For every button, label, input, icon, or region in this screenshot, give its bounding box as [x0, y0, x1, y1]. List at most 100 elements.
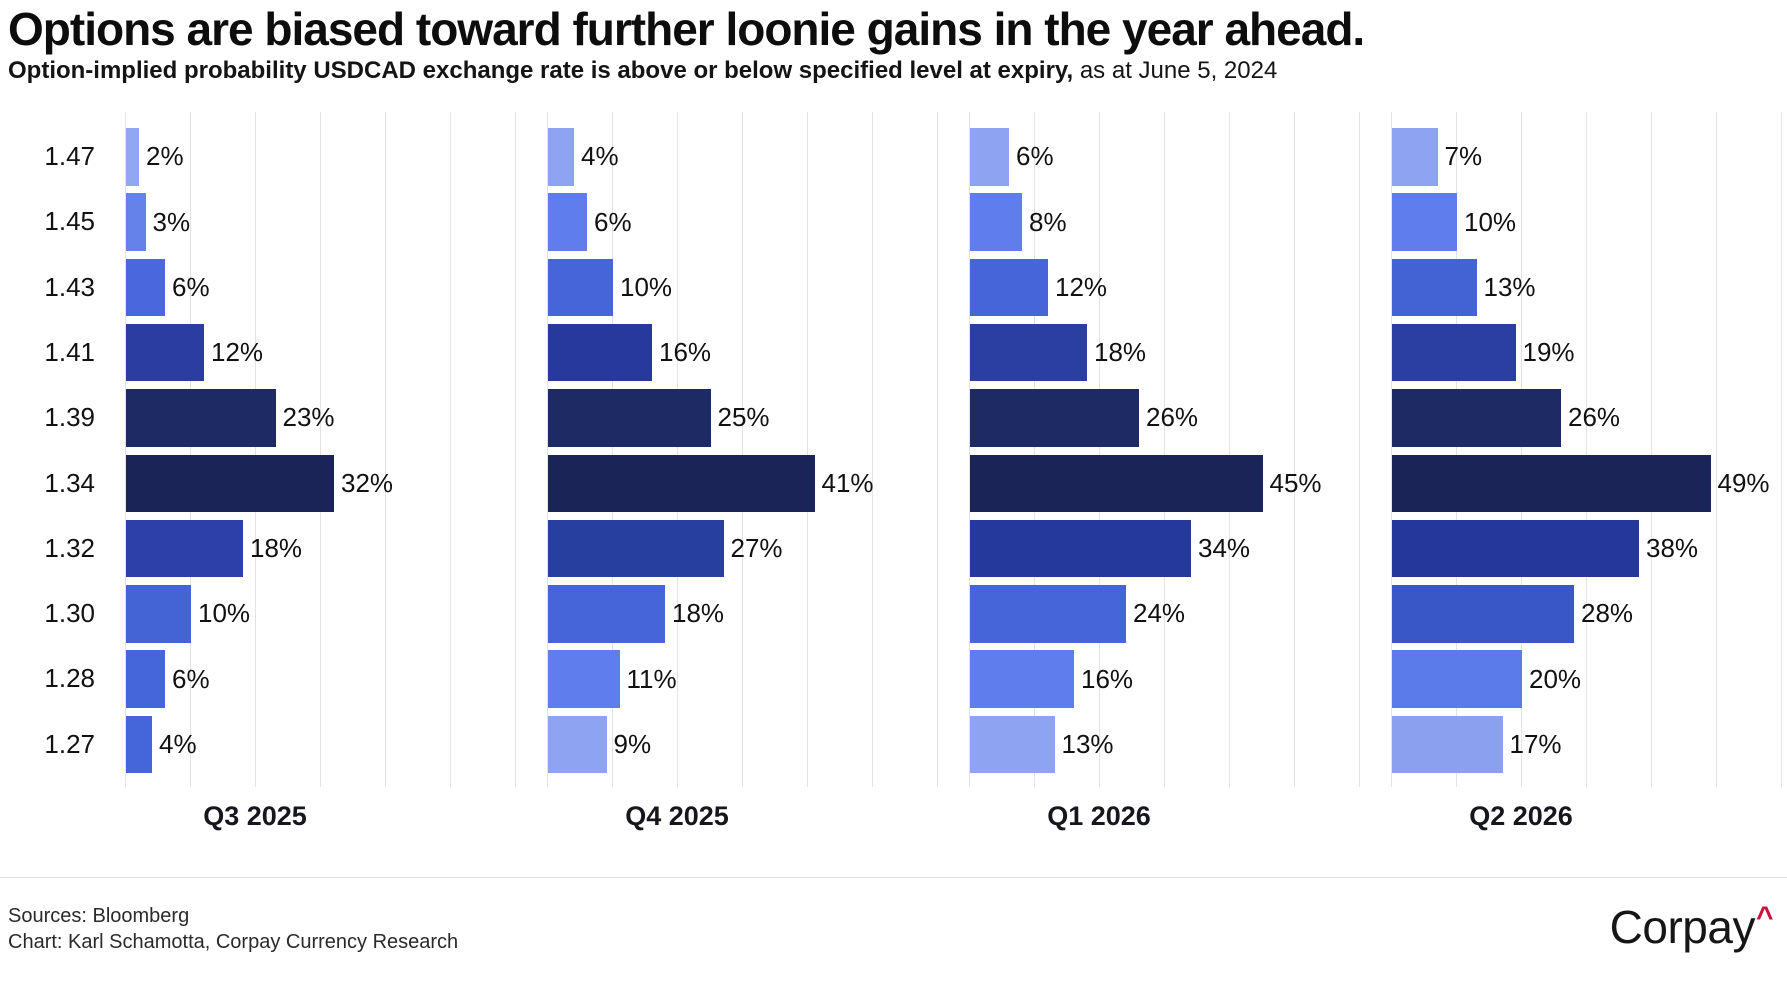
- bar-value-label: 13%: [1483, 271, 1536, 302]
- corpay-caret-icon: ^: [1755, 901, 1774, 934]
- bar-1.39: [126, 389, 276, 447]
- bar-value-label: 6%: [172, 663, 210, 694]
- rate-axis-label: 1.43: [44, 271, 95, 302]
- rate-axis-label: 1.47: [44, 141, 95, 171]
- bar-1.32: [970, 519, 1191, 578]
- bar-value-label: 41%: [821, 467, 874, 498]
- bar-1.39: [1392, 389, 1561, 447]
- bar-1.27: [126, 715, 152, 774]
- bar-1.45: [548, 193, 587, 251]
- bar-row: 13%: [970, 715, 1114, 774]
- bar-row: 45%: [970, 454, 1322, 512]
- bar-row: 18%: [970, 323, 1147, 382]
- panel-q1-2026: 6% 8% 12% 18% 26% 45% 34% 24% 16% 13% Q1 2026: [969, 112, 1391, 831]
- bar-1.28: [548, 650, 620, 708]
- bar-value-label: 25%: [717, 402, 770, 433]
- gridline: [1099, 112, 1100, 787]
- chart-title: Options are biased toward further loonie…: [8, 3, 1365, 55]
- bar-1.43: [126, 258, 165, 317]
- bar-row: 2%: [126, 128, 184, 186]
- bar-1.34: [970, 454, 1263, 512]
- bar-row: 25%: [548, 389, 770, 447]
- bar-1.28: [126, 650, 165, 708]
- bar-row: 27%: [548, 519, 783, 578]
- bar-row: 3%: [126, 193, 190, 251]
- bar-value-label: 10%: [198, 598, 251, 629]
- bar-row: 6%: [548, 193, 632, 251]
- bar-row: 6%: [126, 650, 210, 708]
- bar-value-label: 17%: [1509, 728, 1562, 759]
- bar-value-label: 18%: [250, 533, 303, 564]
- bar-row: 12%: [126, 323, 263, 382]
- bar-1.34: [1392, 454, 1711, 512]
- gridline: [1229, 112, 1230, 787]
- bar-1.30: [548, 585, 665, 643]
- gridline: [1034, 112, 1035, 787]
- rate-axis-label: 1.27: [44, 728, 95, 759]
- gridline: [969, 112, 970, 787]
- bar-1.39: [970, 389, 1139, 447]
- bar-value-label: 8%: [1029, 206, 1067, 237]
- bar-1.32: [1392, 519, 1639, 578]
- gridline: [1521, 112, 1522, 787]
- bar-value-label: 23%: [282, 402, 335, 433]
- bar-value-label: 49%: [1717, 467, 1770, 498]
- chart-panels: 2% 3% 6% 12% 23% 32% 18% 10% 6% 4% Q3 2025 4% 6% 10% 1…: [0, 112, 1787, 832]
- gridline: [1294, 112, 1295, 787]
- bar-row: 4%: [126, 715, 197, 774]
- bar-row: 12%: [970, 258, 1107, 317]
- panel-q2-2026: 7% 10% 13% 19% 26% 49% 38% 28% 20% 17% Q2 2026: [1391, 112, 1787, 831]
- bar-value-label: 18%: [1094, 337, 1147, 368]
- bar-row: 20%: [1392, 650, 1581, 708]
- bar-1.43: [548, 258, 613, 317]
- bar-value-label: 9%: [613, 728, 652, 759]
- bar-row: 26%: [1392, 389, 1620, 447]
- bar-value-label: 4%: [581, 141, 619, 172]
- bar-value-label: 28%: [1581, 598, 1634, 629]
- bar-1.27: [548, 715, 607, 774]
- bar-value-label: 2%: [146, 141, 184, 172]
- bar-value-label: 34%: [1198, 533, 1251, 564]
- bar-row: 28%: [1392, 585, 1633, 643]
- bar-row: 26%: [970, 389, 1198, 447]
- bar-1.30: [970, 585, 1126, 643]
- bar-1.34: [548, 454, 815, 512]
- bar-value-label: 7%: [1444, 141, 1483, 172]
- bar-row: 10%: [1392, 193, 1516, 251]
- gridline: [125, 112, 126, 787]
- bar-row: 16%: [970, 650, 1133, 708]
- bar-1.47: [126, 128, 139, 186]
- panel-label: Q1 2026: [1047, 801, 1151, 831]
- panel-label: Q3 2025: [203, 801, 307, 831]
- bar-value-label: 26%: [1146, 402, 1199, 433]
- bar-row: 9%: [548, 715, 652, 774]
- footer-divider: [0, 877, 1787, 878]
- gridline: [1781, 112, 1782, 787]
- gridline: [190, 112, 191, 787]
- bar-row: 41%: [548, 454, 874, 512]
- bar-row: 16%: [548, 323, 711, 382]
- bar-row: 11%: [548, 650, 677, 708]
- bar-row: 7%: [1392, 128, 1482, 186]
- rate-axis-label: 1.39: [44, 402, 95, 433]
- bar-value-label: 3%: [152, 206, 191, 237]
- bar-1.41: [970, 323, 1087, 382]
- bar-value-label: 20%: [1529, 663, 1582, 694]
- gridline: [1391, 112, 1392, 787]
- bar-row: 4%: [548, 128, 619, 186]
- gridline: [742, 112, 743, 787]
- sources-line: Sources: Bloomberg: [8, 905, 190, 927]
- bar-value-label: 38%: [1646, 533, 1699, 564]
- gridline: [1359, 112, 1360, 787]
- bar-1.41: [548, 323, 652, 382]
- bar-1.28: [1392, 650, 1522, 708]
- bar-1.39: [548, 389, 711, 447]
- chart-subtitle-main: Option-implied probability USDCAD exchan…: [8, 57, 1074, 84]
- bar-1.47: [970, 128, 1009, 186]
- bar-row: 19%: [1392, 323, 1575, 382]
- credit-line: Chart: Karl Schamotta, Corpay Currency R…: [8, 931, 459, 953]
- bar-1.30: [126, 585, 191, 643]
- bar-1.27: [1392, 715, 1503, 774]
- gridline: [1716, 112, 1717, 787]
